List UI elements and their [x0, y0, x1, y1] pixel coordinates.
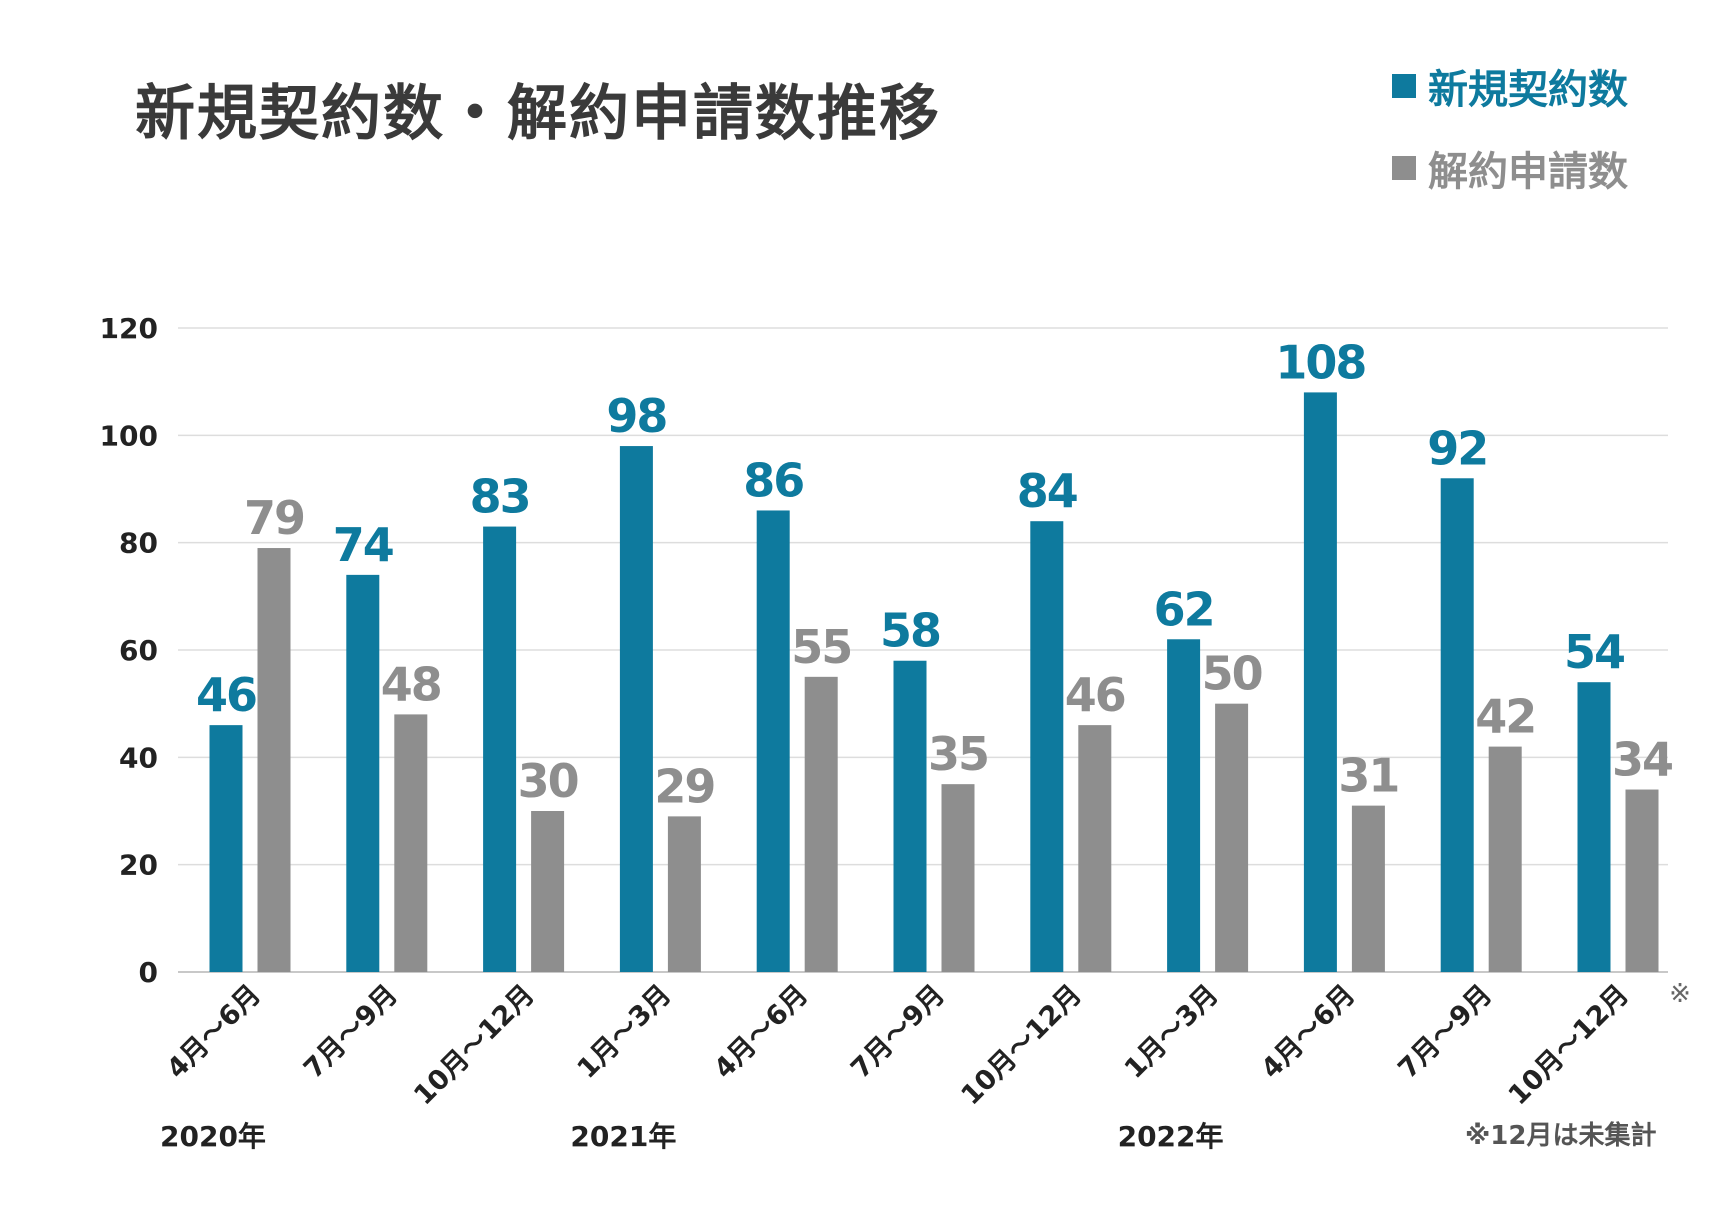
bar	[756, 510, 790, 972]
data-label: 62	[1154, 582, 1214, 636]
year-label: 2020年	[160, 1120, 266, 1153]
data-label: 74	[333, 518, 393, 572]
bar	[1030, 521, 1064, 972]
bar	[531, 811, 565, 972]
bar	[394, 714, 428, 972]
x-tick-label: 4月～6月	[708, 979, 814, 1085]
bar	[209, 725, 243, 972]
x-tick-label: 7月～9月	[1392, 979, 1498, 1085]
y-tick-label: 60	[119, 634, 158, 667]
data-label: 54	[1564, 625, 1624, 679]
legend: 新規契約数 解約申請数	[1392, 45, 1628, 209]
data-label: 86	[743, 453, 803, 507]
data-label: 29	[654, 759, 714, 813]
category-mark: ※	[1669, 979, 1691, 1009]
bar	[483, 526, 517, 972]
legend-label-new-contracts: 新規契約数	[1428, 67, 1628, 113]
data-label: 34	[1612, 733, 1672, 787]
legend-item-new-contracts: 新規契約数	[1392, 45, 1628, 127]
legend-swatch-cancellations	[1392, 156, 1416, 180]
bar	[1078, 725, 1112, 972]
data-label: 79	[244, 491, 304, 545]
x-tick-label: 4月～6月	[1256, 979, 1362, 1085]
x-tick-label: 10月～12月	[955, 979, 1087, 1111]
chart-title: 新規契約数・解約申請数推移	[135, 79, 941, 149]
x-tick-label: 7月～9月	[845, 979, 951, 1085]
data-label: 31	[1338, 749, 1398, 803]
data-label: 108	[1275, 335, 1365, 389]
bar	[667, 816, 701, 972]
data-label: 92	[1427, 421, 1487, 475]
data-label: 46	[196, 668, 256, 722]
bar	[941, 784, 975, 972]
bar	[1625, 789, 1659, 972]
data-label: 42	[1475, 690, 1535, 744]
x-tick-label: 1月～3月	[1119, 979, 1225, 1085]
x-tick-label: 4月～6月	[161, 979, 267, 1085]
data-label: 84	[1017, 464, 1077, 518]
bar	[1577, 682, 1611, 972]
bar	[257, 548, 291, 972]
bar	[1488, 746, 1522, 972]
year-label: 2022年	[1117, 1120, 1224, 1153]
y-tick-label: 0	[139, 956, 158, 989]
data-label: 58	[880, 604, 940, 658]
y-tick-label: 80	[119, 527, 158, 560]
data-label: 50	[1202, 647, 1262, 701]
y-tick-label: 100	[100, 419, 158, 452]
legend-swatch-new-contracts	[1392, 74, 1416, 98]
data-label: 98	[606, 389, 666, 443]
bar	[1440, 478, 1474, 972]
data-label: 30	[518, 754, 578, 808]
y-tick-label: 40	[119, 741, 158, 774]
x-tick-label: 1月～3月	[572, 979, 678, 1085]
data-label: 46	[1065, 668, 1125, 722]
data-label: 35	[928, 727, 988, 781]
data-label: 83	[470, 470, 530, 524]
bar	[1351, 805, 1385, 972]
bar	[1215, 703, 1249, 972]
bar	[346, 574, 380, 972]
bar	[619, 446, 653, 973]
legend-item-cancellations: 解約申請数	[1392, 127, 1628, 209]
data-label: 55	[791, 620, 851, 674]
x-tick-label: 10月～12月	[408, 979, 540, 1111]
data-label: 48	[381, 657, 441, 711]
bar	[1167, 639, 1201, 972]
x-tick-label: 10月～12月	[1503, 979, 1635, 1111]
bar	[804, 676, 838, 972]
bar	[893, 660, 927, 972]
y-tick-label: 120	[100, 312, 158, 345]
x-tick-label: 7月～9月	[298, 979, 404, 1085]
legend-label-cancellations: 解約申請数	[1428, 149, 1628, 195]
y-tick-label: 20	[119, 849, 158, 882]
footnote: ※12月は未集計	[1465, 1121, 1657, 1151]
year-label: 2021年	[570, 1120, 677, 1153]
bar	[1303, 392, 1337, 972]
